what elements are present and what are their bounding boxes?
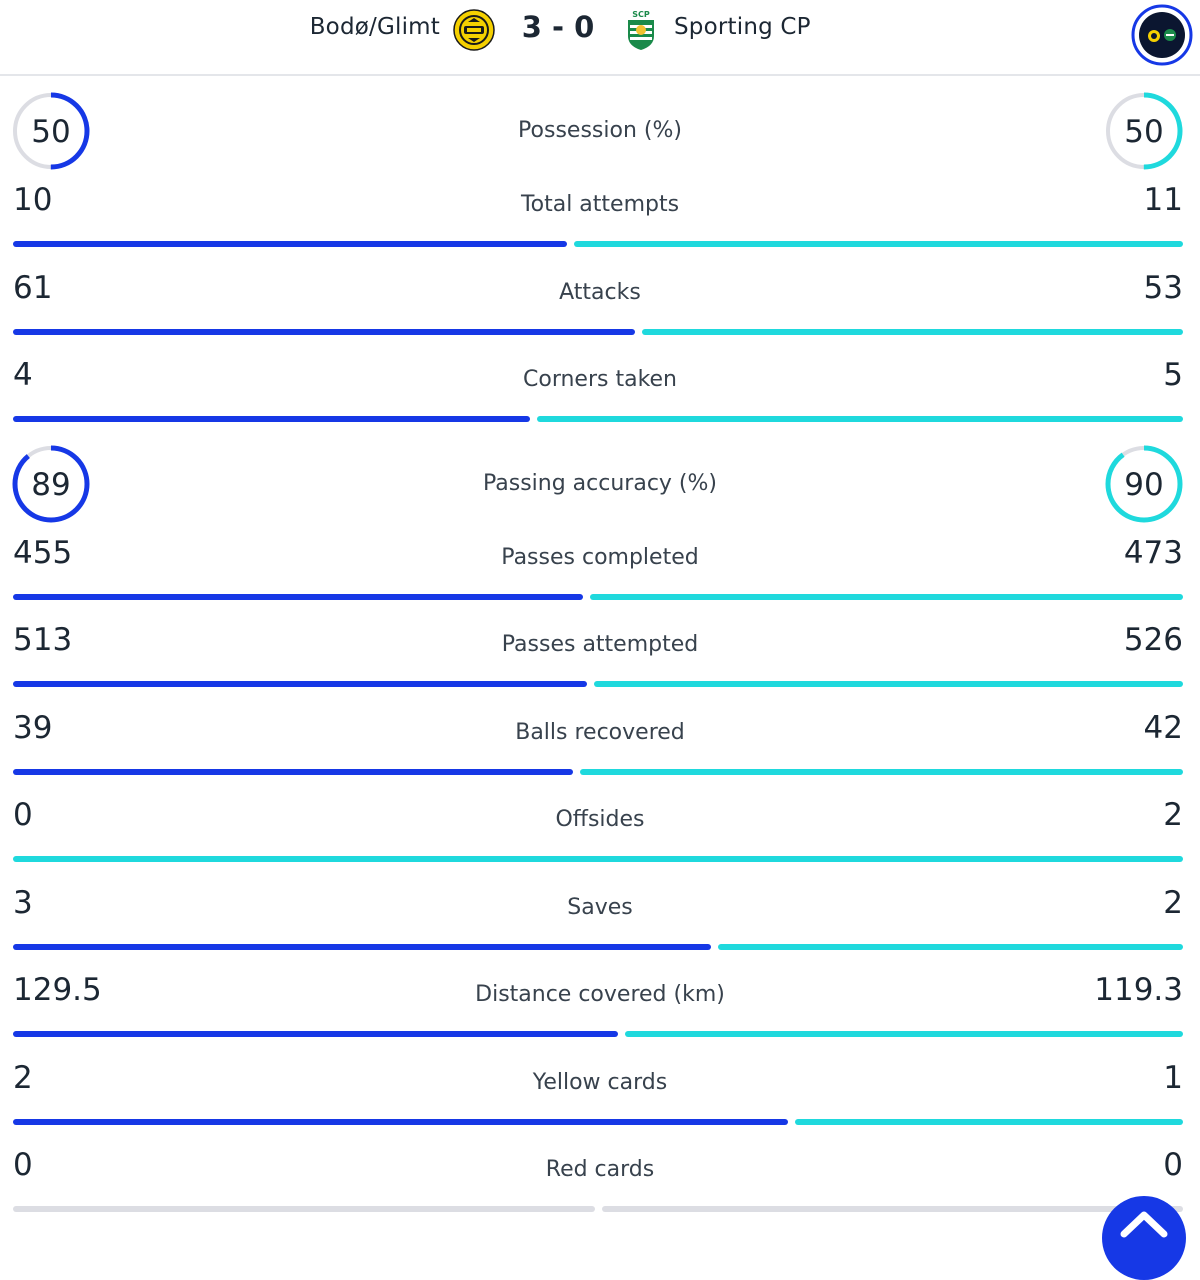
stat-label: Distance covered (km)	[475, 982, 725, 1007]
away-bar	[795, 1118, 1183, 1125]
away-value: 2	[1163, 884, 1183, 921]
stat-row-yellow-cards: 2 1 Yellow cards	[0, 1046, 1200, 1134]
home-bar	[13, 593, 584, 600]
away-bar	[573, 241, 1183, 247]
stat-label: Passes completed	[501, 544, 699, 570]
stat-row-attacks: 61 53 Attacks	[0, 256, 1200, 344]
stat-row-corners-taken: 4 5 Corners taken	[0, 343, 1200, 431]
home-value: 61	[13, 269, 53, 306]
stat-row-offsides: 0 2 Offsides	[0, 783, 1200, 871]
home-ring-fill	[12, 92, 90, 170]
away-value: 53	[1143, 269, 1183, 306]
stat-row-saves: 3 2 Saves	[0, 871, 1200, 959]
svg-text:SCP: SCP	[632, 10, 650, 19]
home-bar	[13, 768, 573, 775]
away-team-name[interactable]: Sporting CP	[674, 14, 811, 40]
stat-label: Saves	[567, 894, 633, 920]
home-bar	[13, 1031, 619, 1037]
chevron-up-icon	[1120, 1211, 1168, 1238]
stat-label: Corners taken	[523, 367, 677, 392]
away-value: 473	[1123, 534, 1183, 571]
stat-label: Yellow cards	[532, 1069, 668, 1095]
away-bar	[717, 943, 1183, 950]
home-value: 4	[13, 357, 33, 393]
home-bar	[13, 1118, 789, 1125]
stat-label: Attacks	[559, 279, 641, 305]
stat-row-possession: 50 50 Possession (%)	[0, 78, 1200, 170]
stat-label: Offsides	[555, 807, 645, 832]
away-value: 5	[1163, 357, 1183, 393]
home-bar	[13, 943, 711, 950]
home-ring-fill	[12, 445, 90, 522]
stat-row-red-cards: 0 0 Red cards	[0, 1133, 1200, 1221]
away-bar	[536, 416, 1183, 422]
away-bar	[590, 593, 1183, 600]
home-value: 0	[13, 1147, 33, 1183]
stat-row-total-attempts: 10 11 Total attempts	[0, 168, 1200, 256]
home-ring-value: 89	[31, 467, 70, 503]
home-value: 3	[13, 884, 33, 921]
away-bar	[601, 1206, 1183, 1212]
home-ring: 89	[12, 445, 90, 522]
away-bar	[594, 681, 1183, 687]
home-ring: 50	[12, 92, 90, 170]
home-value: 129.5	[13, 972, 102, 1008]
away-ring: 50	[1105, 92, 1183, 170]
match-header: Bodø/Glimt 3 - 0 SCP Sporting CP	[0, 0, 1200, 76]
home-bar	[13, 1206, 595, 1212]
home-ring-value: 50	[31, 114, 70, 150]
stat-row-passes-completed: 455 473 Passes completed	[0, 521, 1200, 609]
sporting-cp-crest-icon: SCP	[628, 10, 654, 50]
away-bar	[579, 768, 1183, 775]
stat-label: Total attempts	[520, 192, 680, 217]
team-switch-icon[interactable]	[1131, 4, 1193, 66]
home-value: 10	[13, 182, 53, 218]
stat-row-passing-accuracy: 89 90 Passing accuracy (%)	[0, 431, 1200, 522]
stat-label: Passes attempted	[501, 632, 699, 657]
bodo-glimt-crest-icon	[453, 9, 495, 51]
home-value: 513	[13, 622, 73, 658]
away-ring: 90	[1105, 445, 1183, 522]
away-value: 2	[1163, 797, 1183, 833]
away-bar	[625, 1031, 1183, 1037]
away-ring-fill	[1105, 92, 1183, 170]
home-bar	[13, 416, 530, 422]
home-value: 455	[13, 534, 73, 571]
stat-label: Passing accuracy (%)	[482, 470, 718, 496]
away-value: 11	[1143, 182, 1183, 218]
stat-row-balls-recovered: 39 42 Balls recovered	[0, 696, 1200, 784]
away-value: 119.3	[1094, 972, 1183, 1008]
match-score: 3 - 0	[521, 10, 595, 44]
away-value: 1	[1163, 1059, 1183, 1096]
home-bar	[13, 328, 636, 335]
away-bar	[642, 328, 1183, 335]
away-ring-value: 90	[1124, 467, 1163, 503]
away-value: 526	[1123, 622, 1183, 658]
away-value: 0	[1163, 1147, 1183, 1183]
away-bar	[13, 856, 1183, 862]
scroll-to-top-button[interactable]	[1102, 1196, 1186, 1280]
stats-list: 50 50 Possession (%) 10 11 Total attempts 61 53…	[0, 78, 1200, 1221]
stat-row-distance-covered-km: 129.5 119.3 Distance covered (km)	[0, 958, 1200, 1046]
home-bar	[13, 241, 567, 247]
stat-label: Red cards	[545, 1157, 655, 1182]
away-ring-value: 50	[1124, 114, 1163, 150]
stat-label: Balls recovered	[515, 719, 685, 745]
away-ring-fill	[1105, 445, 1183, 522]
stat-row-passes-attempted: 513 526 Passes attempted	[0, 608, 1200, 696]
home-value: 0	[13, 797, 33, 833]
away-value: 42	[1143, 709, 1183, 746]
home-bar	[13, 681, 588, 687]
home-team-name[interactable]: Bodø/Glimt	[309, 14, 440, 40]
stat-label: Possession (%)	[518, 118, 682, 143]
home-value: 39	[13, 709, 53, 746]
home-value: 2	[13, 1059, 33, 1096]
